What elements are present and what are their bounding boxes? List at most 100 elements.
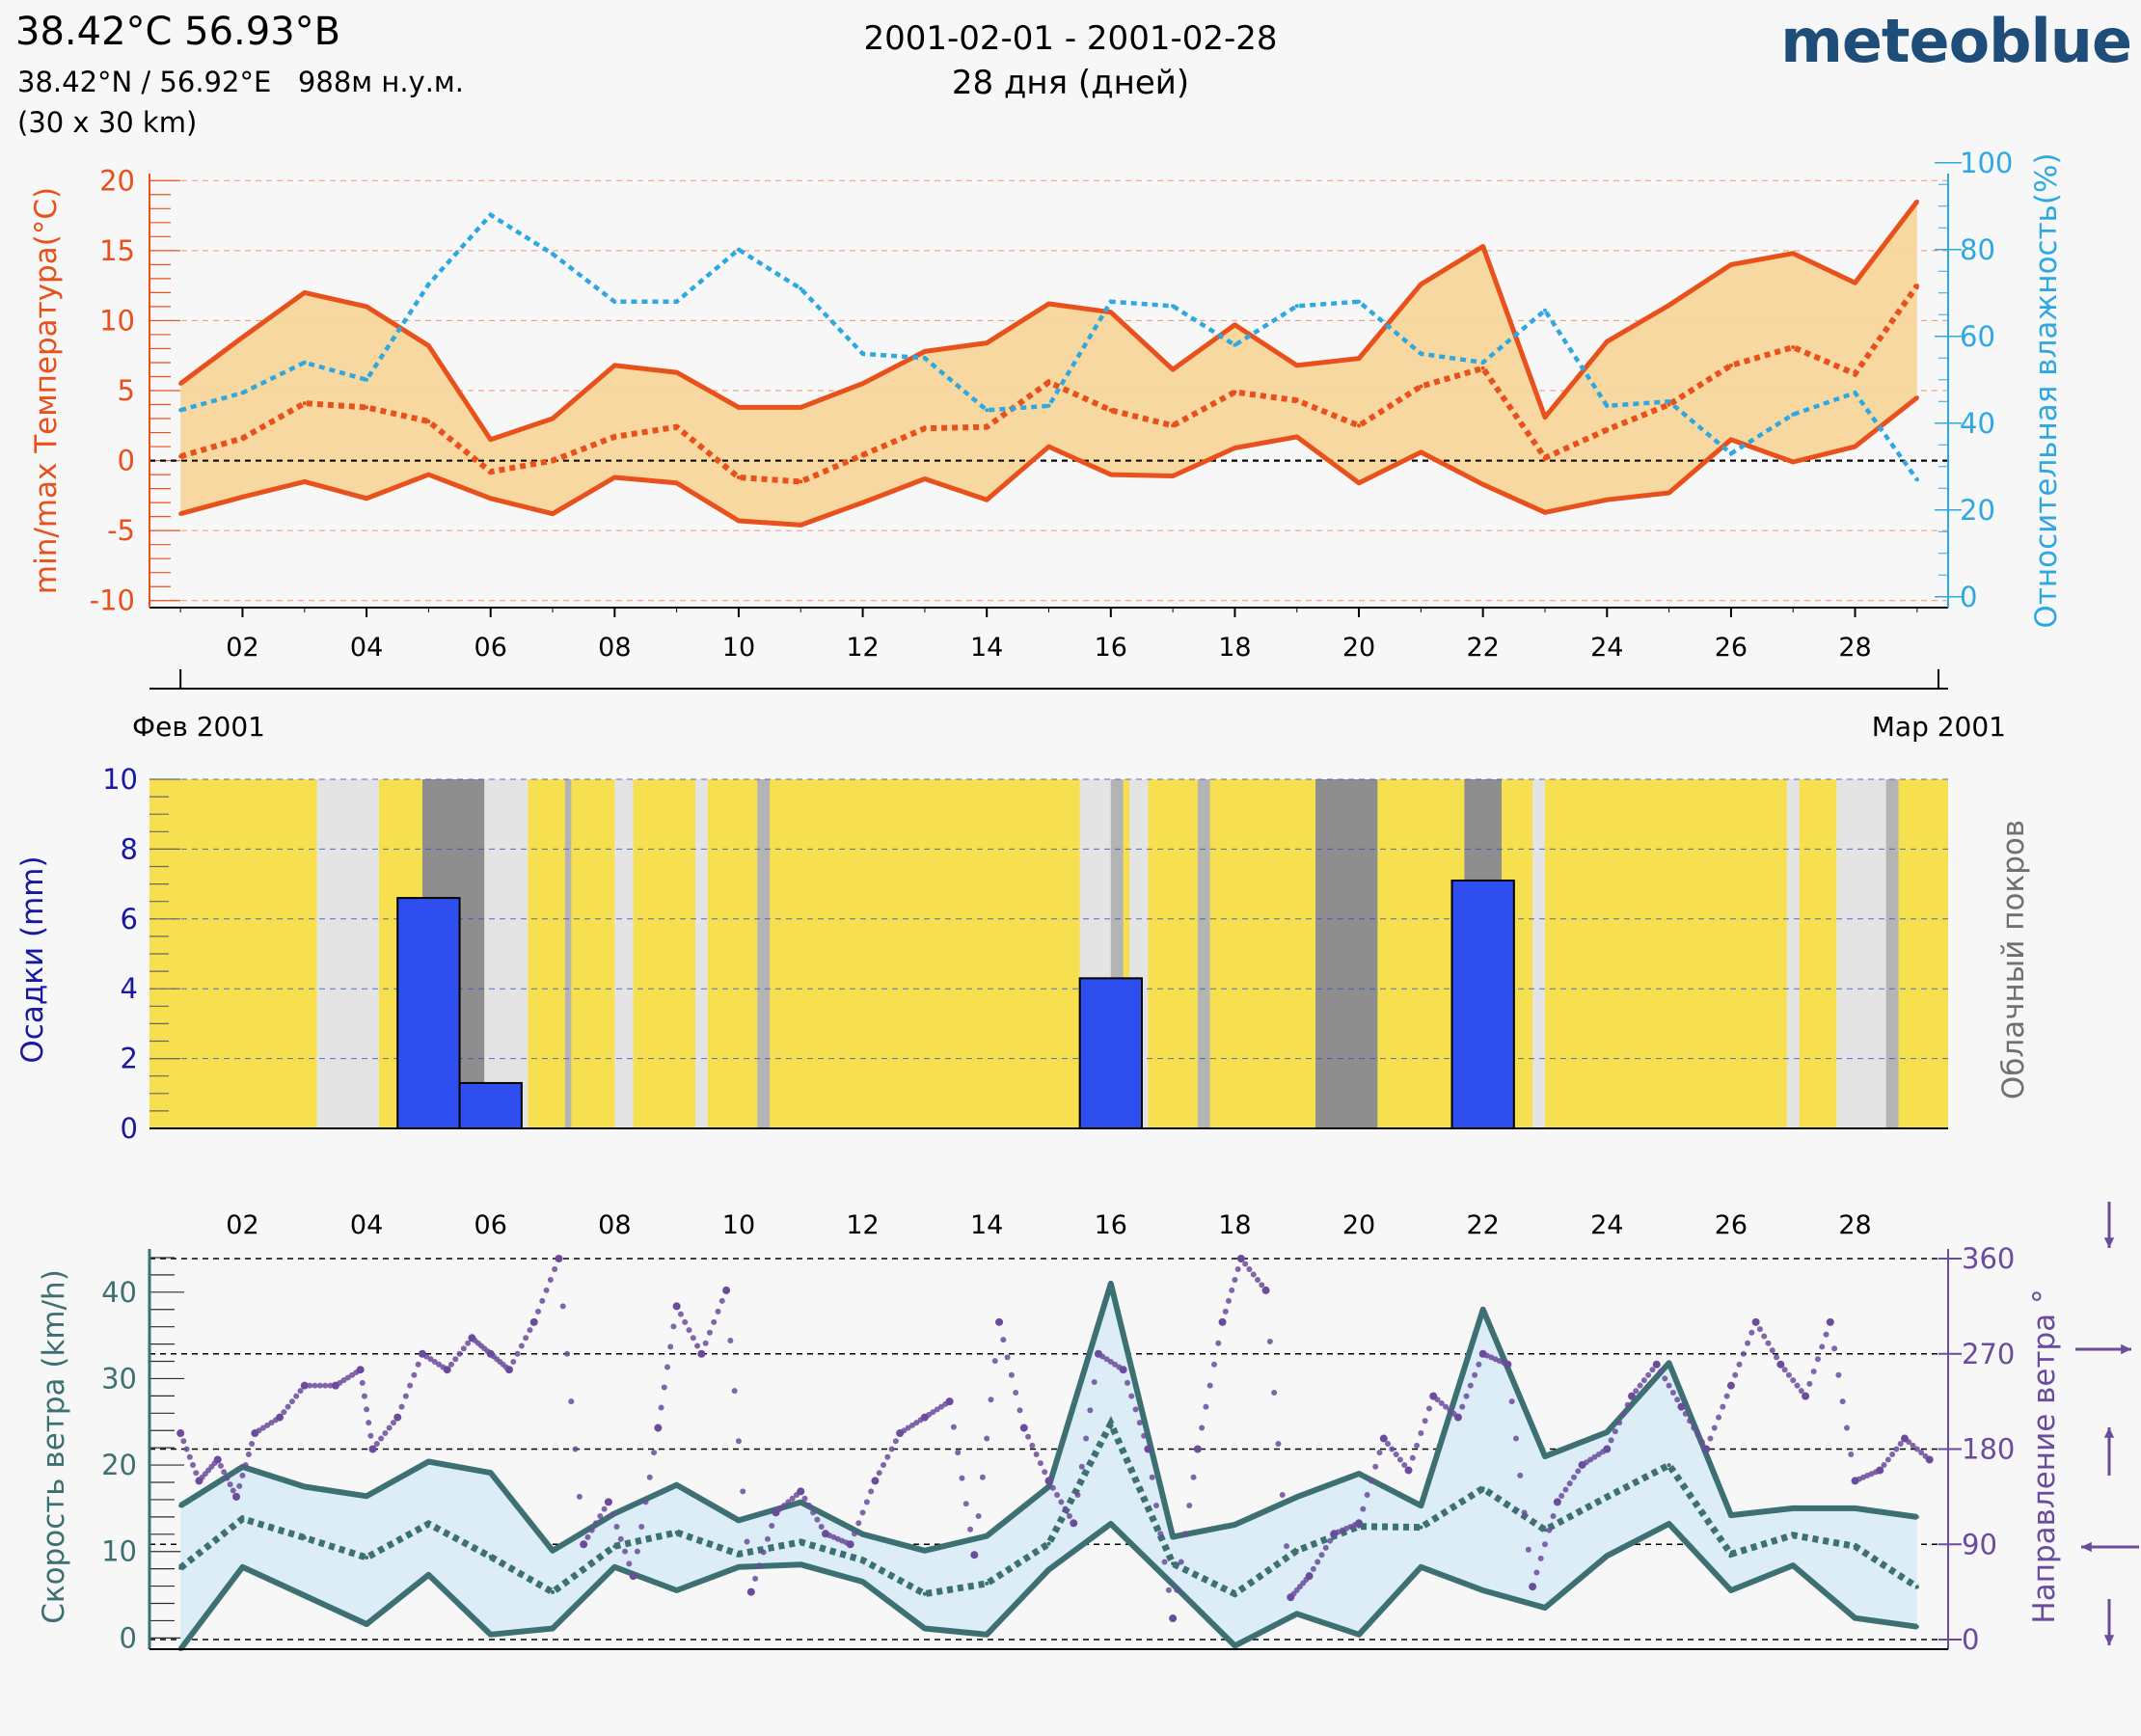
wind-mean-point: [488, 1555, 493, 1560]
wind-direction-point: [1925, 1455, 1934, 1464]
wind-direction-dot: [268, 1420, 275, 1426]
temp-mean-point: [985, 424, 989, 429]
wind-direction-dot: [1314, 1559, 1321, 1565]
temp-mean-point: [178, 454, 183, 459]
wind-x-tick-label: 04: [350, 1210, 383, 1240]
wind-min-point: [1419, 1564, 1423, 1569]
wind-min-point: [365, 1622, 369, 1627]
temp-min-point: [302, 479, 307, 484]
wind-direction-dot: [706, 1329, 713, 1336]
wind-direction-dot: [588, 1527, 595, 1533]
temp-axis-title: min/max Температура(°C): [29, 187, 64, 594]
wind-direction-dot: [1004, 1354, 1011, 1361]
wind-direction-dot: [1814, 1356, 1821, 1363]
wind-direction-dot: [888, 1446, 895, 1452]
wind-x-tick-label: 20: [1342, 1210, 1375, 1240]
wind-x-tick-label: 22: [1466, 1210, 1499, 1240]
wind-direction-point: [1193, 1445, 1202, 1453]
wind-direction-dot: [1000, 1337, 1007, 1343]
wind-direction-dot: [307, 1382, 313, 1389]
temp-mean-point: [1791, 345, 1796, 349]
wind-direction-dot: [1443, 1403, 1450, 1410]
wind-direction-dot: [1843, 1424, 1850, 1431]
wind-direction-dot: [288, 1398, 295, 1405]
wind-direction-dot: [312, 1382, 318, 1389]
wind-direction-dot: [718, 1297, 725, 1304]
wind-direction-dot: [1226, 1297, 1232, 1304]
wind-direction-dot: [227, 1481, 233, 1488]
wind-direction-dot: [344, 1374, 351, 1381]
wind-min-point: [1046, 1567, 1051, 1572]
wind-direction-dot: [930, 1409, 936, 1416]
wind-mean-point: [1605, 1495, 1610, 1500]
wind-direction-dot: [431, 1358, 438, 1365]
wind-direction-dot: [423, 1353, 430, 1360]
temp-mean-point: [1667, 402, 1671, 407]
wind-direction-dot: [1376, 1450, 1383, 1456]
wind-direction-dot: [293, 1393, 300, 1399]
wind-direction-dot: [1271, 1389, 1278, 1396]
wind-direction-dot: [1368, 1478, 1374, 1484]
wind-direction-dot: [1810, 1369, 1817, 1375]
wind-mean-point: [922, 1591, 927, 1596]
temp-min-point: [1791, 460, 1796, 465]
wind-direction-point: [846, 1540, 854, 1549]
wind-direction-point: [1305, 1572, 1314, 1581]
humidity-point: [302, 360, 307, 365]
wind-mean-point: [302, 1535, 307, 1540]
wind-direction-dot: [1918, 1450, 1925, 1456]
precip-y-tick-label: 4: [121, 972, 138, 1005]
wind-direction-dot: [230, 1487, 236, 1494]
wind-direction-dot: [1835, 1371, 1842, 1378]
wind-direction-dot: [593, 1520, 600, 1527]
temp-x-tick-label: 28: [1838, 633, 1871, 663]
wind-direction-dot: [447, 1361, 454, 1368]
wind-direction-dot: [465, 1340, 472, 1346]
precip-y-tick-label: 10: [102, 763, 138, 796]
humidity-point: [1357, 299, 1362, 304]
wind-min-point: [488, 1632, 493, 1637]
wind-max-point: [1853, 1505, 1857, 1510]
wind-direction-dot: [1279, 1492, 1286, 1499]
temp-min-point: [1357, 480, 1362, 485]
wind-direction-point: [393, 1413, 402, 1422]
temp-min-point: [488, 496, 493, 501]
wind-direction-dot: [1128, 1393, 1135, 1399]
wind-direction-dot: [1222, 1308, 1229, 1315]
wind-mean-point: [736, 1552, 741, 1557]
temp-y-tick-label: -10: [90, 584, 135, 617]
wind-direction-dot: [962, 1501, 969, 1507]
temp-min-point: [1171, 474, 1176, 478]
meteoblue-logo[interactable]: meteoblue: [1780, 6, 2132, 76]
wind-direction-dot: [670, 1323, 677, 1330]
wind-direction-point: [1702, 1445, 1711, 1453]
temp-max-point: [1542, 415, 1547, 420]
wind-direction-dot: [367, 1432, 374, 1439]
wind-direction-dot: [1595, 1451, 1602, 1457]
wind-direction-dot: [1360, 1505, 1367, 1512]
temp-min-point: [1233, 446, 1237, 450]
wind-direction-dot: [378, 1435, 385, 1442]
wind-direction-dot: [1174, 1587, 1180, 1593]
wind-direction-point: [1355, 1519, 1364, 1528]
temp-y-tick-label: 5: [118, 374, 135, 407]
wind-min-point: [1791, 1563, 1796, 1568]
wind-max-point: [985, 1533, 989, 1538]
wind-direction-dot: [1409, 1454, 1416, 1461]
temp-x-tick-label: 10: [722, 633, 755, 663]
temp-min-point: [922, 476, 927, 481]
wind-direction-dot: [859, 1509, 866, 1516]
wind-direction-dot: [281, 1409, 287, 1416]
wind-direction-dot: [1612, 1428, 1618, 1435]
humidity-point: [1542, 308, 1547, 312]
wind-direction-dot: [1558, 1492, 1565, 1499]
temp-mean-point: [1233, 390, 1237, 394]
wind-direction-dot: [818, 1523, 825, 1530]
wind-direction-point: [746, 1587, 755, 1596]
temp-max-point: [1357, 356, 1362, 361]
wind-direction-dot: [186, 1453, 193, 1460]
wind-direction-dot: [1608, 1437, 1614, 1444]
temp-x-tick-label: 08: [598, 633, 631, 663]
wind-direction-dot: [1906, 1439, 1912, 1446]
wind-min-point: [426, 1572, 431, 1577]
